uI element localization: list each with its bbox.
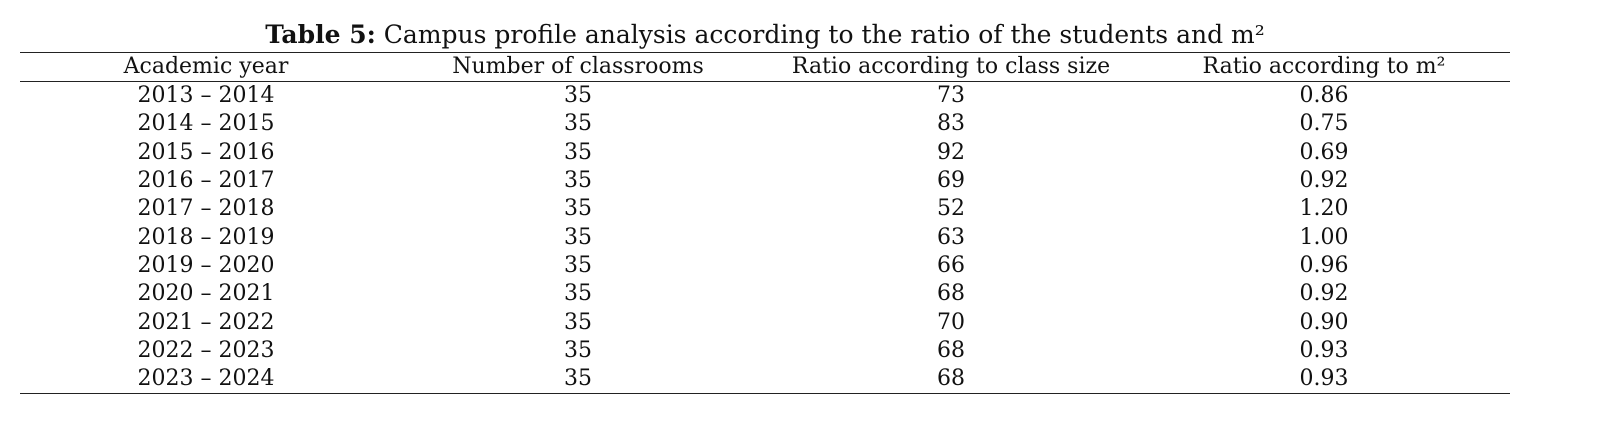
cell-academic-year: 2014 – 2015 xyxy=(137,111,275,137)
cell-number-of-classrooms: 35 xyxy=(564,252,592,278)
cell-number-of-classrooms: 35 xyxy=(564,366,592,392)
cell-ratio-m2: 0.96 xyxy=(1299,252,1349,278)
cell-ratio-m2: 1.00 xyxy=(1299,224,1349,250)
cell-ratio-class-size: 68 xyxy=(937,281,965,307)
cell-number-of-classrooms: 35 xyxy=(564,111,592,137)
table-row: 2015 – 2016 35 92 0.69 xyxy=(20,139,1510,167)
column-header-ratio-m2: Ratio according to m² xyxy=(1202,54,1446,79)
table-caption-text: Campus profile analysis according to the… xyxy=(375,20,1265,49)
cell-number-of-classrooms: 35 xyxy=(564,224,592,250)
table-body: 2013 – 2014 35 73 0.86 2014 – 2015 35 83 0.75 20… xyxy=(20,82,1510,393)
cell-number-of-classrooms: 35 xyxy=(564,281,592,307)
table-caption: Table 5: Campus profile analysis accordi… xyxy=(20,14,1510,56)
cell-academic-year: 2018 – 2019 xyxy=(137,224,275,250)
cell-ratio-class-size: 63 xyxy=(937,224,965,250)
cell-ratio-class-size: 73 xyxy=(937,83,965,109)
table-row: 2020 – 2021 35 68 0.92 xyxy=(20,280,1510,308)
cell-academic-year: 2017 – 2018 xyxy=(137,196,275,222)
cell-academic-year: 2023 – 2024 xyxy=(137,366,275,392)
cell-number-of-classrooms: 35 xyxy=(564,196,592,222)
column-header-number-of-classrooms: Number of classrooms xyxy=(452,54,704,79)
cell-ratio-m2: 0.90 xyxy=(1299,309,1349,335)
cell-number-of-classrooms: 35 xyxy=(564,139,592,165)
cell-number-of-classrooms: 35 xyxy=(564,83,592,109)
cell-ratio-class-size: 69 xyxy=(937,168,965,194)
campus-profile-table: Academic year Number of classrooms Ratio… xyxy=(20,52,1510,395)
table-row: 2019 – 2020 35 66 0.96 xyxy=(20,252,1510,280)
cell-academic-year: 2020 – 2021 xyxy=(137,281,275,307)
cell-ratio-class-size: 66 xyxy=(937,252,965,278)
cell-ratio-m2: 0.69 xyxy=(1299,139,1349,165)
cell-number-of-classrooms: 35 xyxy=(564,168,592,194)
cell-number-of-classrooms: 35 xyxy=(564,309,592,335)
cell-academic-year: 2022 – 2023 xyxy=(137,337,275,363)
table-row: 2017 – 2018 35 52 1.20 xyxy=(20,195,1510,223)
table-header-row: Academic year Number of classrooms Ratio… xyxy=(20,53,1510,82)
cell-ratio-m2: 0.86 xyxy=(1299,83,1349,109)
cell-ratio-class-size: 83 xyxy=(937,111,965,137)
cell-academic-year: 2015 – 2016 xyxy=(137,139,275,165)
cell-ratio-m2: 0.93 xyxy=(1299,337,1349,363)
table-row: 2023 – 2024 35 68 0.93 xyxy=(20,365,1510,393)
cell-ratio-class-size: 68 xyxy=(937,366,965,392)
cell-ratio-m2: 0.92 xyxy=(1299,281,1349,307)
cell-ratio-m2: 1.20 xyxy=(1299,196,1349,222)
table-row: 2021 – 2022 35 70 0.90 xyxy=(20,308,1510,336)
cell-academic-year: 2013 – 2014 xyxy=(137,83,275,109)
cell-ratio-class-size: 92 xyxy=(937,139,965,165)
column-header-ratio-class-size: Ratio according to class size xyxy=(791,54,1111,79)
cell-ratio-m2: 0.75 xyxy=(1299,111,1349,137)
cell-number-of-classrooms: 35 xyxy=(564,337,592,363)
cell-ratio-class-size: 70 xyxy=(937,309,965,335)
cell-ratio-m2: 0.93 xyxy=(1299,366,1349,392)
cell-academic-year: 2016 – 2017 xyxy=(137,168,275,194)
cell-academic-year: 2019 – 2020 xyxy=(137,252,275,278)
table-row: 2014 – 2015 35 83 0.75 xyxy=(20,110,1510,138)
cell-academic-year: 2021 – 2022 xyxy=(137,309,275,335)
table-row: 2022 – 2023 35 68 0.93 xyxy=(20,337,1510,365)
cell-ratio-m2: 0.92 xyxy=(1299,168,1349,194)
cell-ratio-class-size: 52 xyxy=(937,196,965,222)
column-header-academic-year: Academic year xyxy=(123,54,289,79)
table-row: 2013 – 2014 35 73 0.86 xyxy=(20,82,1510,110)
table-row: 2018 – 2019 35 63 1.00 xyxy=(20,223,1510,251)
table-caption-label: Table 5: xyxy=(265,20,376,49)
table-row: 2016 – 2017 35 69 0.92 xyxy=(20,167,1510,195)
cell-ratio-class-size: 68 xyxy=(937,337,965,363)
